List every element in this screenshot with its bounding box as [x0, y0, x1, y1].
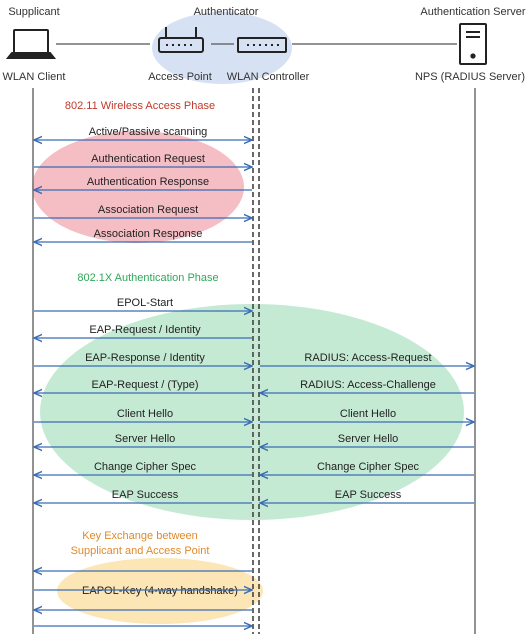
supplicant-header: Supplicant	[8, 6, 59, 18]
phase1-message-label: Authentication Request	[91, 153, 205, 165]
access-point-icon	[158, 27, 204, 53]
phase3-title-line1: Key Exchange between	[82, 530, 198, 542]
phase1-ellipse	[32, 131, 244, 243]
phase1-message-label: Active/Passive scanning	[89, 126, 208, 138]
phase2-message-label: EAP Success	[112, 489, 179, 501]
phase1-message-label: Authentication Response	[87, 176, 209, 188]
phase2-radius-label: Server Hello	[338, 433, 399, 445]
authenticator-highlight	[152, 12, 292, 84]
phase1-title: 802.11 Wireless Access Phase	[65, 100, 215, 112]
messages-group: Active/Passive scanning Authentication Re…	[34, 126, 474, 626]
client-label: WLAN Client	[3, 71, 66, 83]
phase2-message-label: EAP-Request / (Type)	[92, 379, 199, 391]
phase2-radius-label: RADIUS: Access-Request	[304, 352, 431, 364]
phase2-radius-label: Client Hello	[340, 408, 396, 420]
phase3-title-line2: Supplicant and Access Point	[71, 545, 210, 557]
phase1-message-label: Association Response	[94, 228, 203, 240]
phase2-title: 802.1X Authentication Phase	[77, 272, 218, 284]
phase3-ellipse	[57, 558, 263, 624]
laptop-icon	[5, 29, 57, 59]
ap-label: Access Point	[148, 71, 212, 83]
phase2-radius-label: RADIUS: Access-Challenge	[300, 379, 436, 391]
phase2-ellipse	[40, 304, 464, 520]
phase2-radius-label: Change Cipher Spec	[317, 461, 420, 473]
controller-label: WLAN Controller	[227, 71, 310, 83]
nps-label: NPS (RADIUS Server)	[415, 71, 525, 83]
phase1-message-label: Association Request	[98, 204, 198, 216]
phase3-message-label: EAPOL-Key (4-way handshake)	[82, 585, 238, 597]
authenticator-header: Authenticator	[194, 6, 259, 18]
phase2-message-label: Client Hello	[117, 408, 173, 420]
controller-icon	[237, 37, 287, 53]
phase2-message-label: Server Hello	[115, 433, 176, 445]
server-icon	[459, 23, 487, 65]
phase2-message-label: Change Cipher Spec	[94, 461, 197, 473]
phase2-message-label: EAP-Response / Identity	[85, 352, 205, 364]
phase2-message-label: EAP-Request / Identity	[89, 324, 201, 336]
phase2-message-label: EPOL-Start	[117, 297, 173, 309]
phase2-radius-label: EAP Success	[335, 489, 402, 501]
auth-server-header: Authentication Server	[420, 6, 526, 18]
